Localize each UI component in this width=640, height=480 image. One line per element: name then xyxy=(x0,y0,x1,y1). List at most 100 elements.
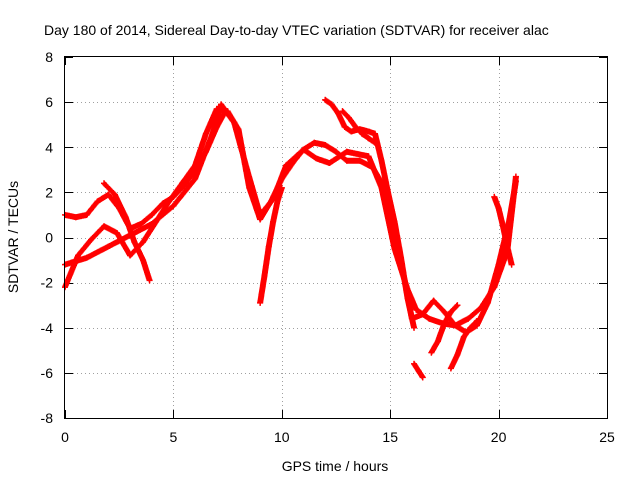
data-point xyxy=(202,148,209,155)
data-point xyxy=(339,108,346,115)
x-tick-label: 20 xyxy=(491,429,507,445)
data-point xyxy=(231,119,238,126)
data-point xyxy=(265,243,272,250)
data-point xyxy=(428,349,435,356)
data-point xyxy=(127,252,134,259)
x-tick-label: 10 xyxy=(274,429,290,445)
data-point xyxy=(278,175,285,182)
data-point xyxy=(326,160,333,167)
y-tick-label: 6 xyxy=(45,94,53,110)
data-point xyxy=(512,178,519,185)
data-point xyxy=(343,157,350,164)
data-point xyxy=(495,261,502,268)
data-point xyxy=(430,297,437,304)
data-point xyxy=(181,182,188,189)
data-point xyxy=(411,324,418,331)
data-point xyxy=(159,200,166,207)
y-tick-label: -2 xyxy=(41,275,54,291)
data-point xyxy=(372,139,379,146)
data-point xyxy=(352,123,359,130)
data-point xyxy=(300,146,307,153)
data-point xyxy=(359,130,366,137)
axis-ticks: 0 5 10 15 20 25 -8 -6 -4 -2 0 2 4 6 8 xyxy=(41,49,615,445)
data-point xyxy=(499,223,506,230)
data-point xyxy=(140,239,147,246)
data-point xyxy=(369,164,376,171)
x-tick-label: 0 xyxy=(61,429,69,445)
data-point xyxy=(313,155,320,162)
data-point xyxy=(415,367,422,374)
data-point-track xyxy=(62,101,519,329)
data-point xyxy=(83,211,90,218)
data-point xyxy=(170,202,177,209)
series-track-8 xyxy=(411,360,426,381)
data-point xyxy=(146,277,153,284)
data-point xyxy=(335,110,342,117)
data-point xyxy=(111,191,118,198)
data-point xyxy=(235,126,242,133)
data-point xyxy=(378,157,385,164)
data-point xyxy=(213,123,220,130)
data-point xyxy=(372,130,379,137)
data-point xyxy=(105,191,112,198)
data-point xyxy=(346,114,353,121)
data-point xyxy=(441,320,448,327)
x-axis-label: GPS time / hours xyxy=(282,458,389,474)
data-point xyxy=(153,218,160,225)
data-point xyxy=(398,254,405,261)
data-point xyxy=(452,322,459,329)
series-track-9 xyxy=(447,317,480,372)
data-point xyxy=(328,101,335,108)
series-track-10 xyxy=(428,302,461,356)
data-point xyxy=(356,157,363,164)
data-point xyxy=(411,360,418,367)
data-point xyxy=(88,236,95,243)
data-point xyxy=(192,175,199,182)
data-point xyxy=(322,96,329,103)
data-point xyxy=(283,162,290,169)
data-point xyxy=(267,198,274,205)
data-point xyxy=(426,315,433,322)
data-point xyxy=(365,153,372,160)
data-point xyxy=(434,338,441,345)
plot-frame xyxy=(64,56,608,419)
x-tick-label: 5 xyxy=(170,429,178,445)
data-point xyxy=(105,243,112,250)
data-point xyxy=(131,239,138,246)
data-point xyxy=(278,184,285,191)
data-point xyxy=(322,141,329,148)
data-point xyxy=(202,130,209,137)
y-axis-label: SDTVAR / TECUs xyxy=(5,181,21,293)
data-point xyxy=(506,216,513,223)
x-tick-label: 15 xyxy=(382,429,398,445)
data-point xyxy=(192,166,199,173)
data-point xyxy=(365,128,372,135)
data-point xyxy=(75,252,82,259)
data-point xyxy=(311,139,318,146)
data-point xyxy=(140,257,147,264)
data-point xyxy=(257,299,264,306)
data-point xyxy=(261,272,268,279)
data-point xyxy=(343,148,350,155)
data-point xyxy=(495,205,502,212)
series-track-3 xyxy=(62,108,238,232)
data-point xyxy=(257,216,264,223)
y-tick-label: 2 xyxy=(45,184,53,200)
data-point xyxy=(289,160,296,167)
data-point xyxy=(473,317,480,324)
series-track-4 xyxy=(101,180,153,284)
data-point xyxy=(218,101,225,108)
y-tick-label: -8 xyxy=(41,410,54,426)
data-point xyxy=(170,193,177,200)
data-point xyxy=(72,214,79,221)
data-point xyxy=(114,229,121,236)
y-tick-label: -6 xyxy=(41,365,54,381)
series-track-1 xyxy=(62,101,519,329)
data-point xyxy=(419,311,426,318)
data-point xyxy=(365,135,372,142)
data-point xyxy=(213,105,220,112)
data-point xyxy=(484,299,491,306)
data-point xyxy=(101,223,108,230)
data-point xyxy=(447,308,454,315)
